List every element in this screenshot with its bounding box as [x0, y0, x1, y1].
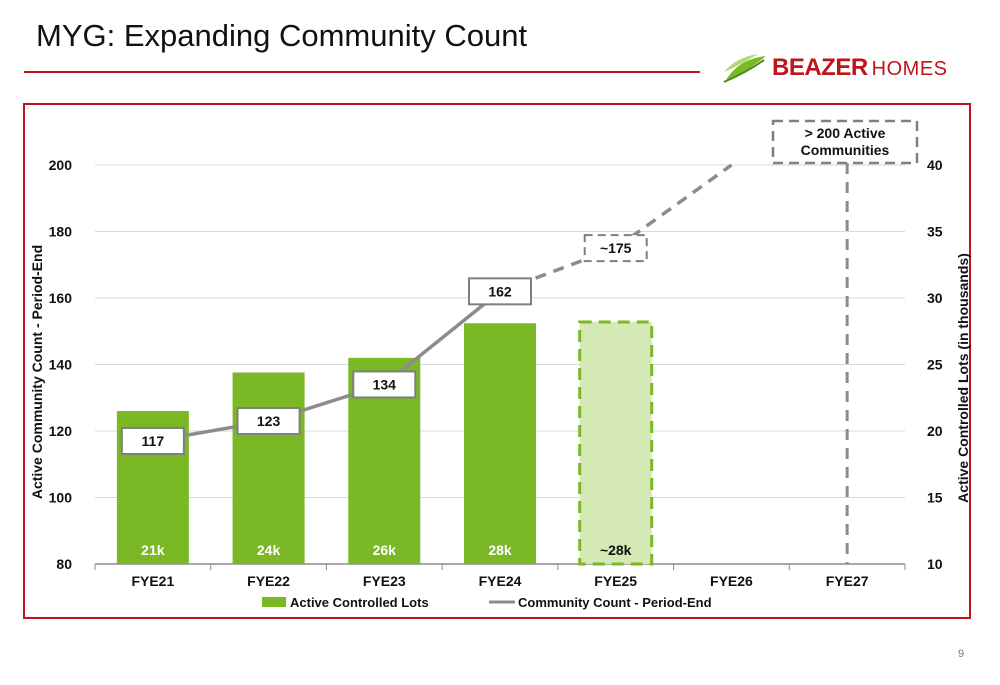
logo-suffix-text: HOMES	[871, 58, 948, 80]
y-left-tick-label: 180	[49, 224, 73, 240]
line-label-box	[120, 426, 185, 455]
y-right-tick-label: 35	[927, 224, 943, 240]
chart-frame	[23, 103, 971, 619]
x-axis-tick-label: FYE24	[479, 573, 522, 589]
leaf-icon	[723, 54, 766, 83]
y-left-tick-label: 100	[49, 490, 73, 506]
line-label-box	[236, 407, 301, 436]
bar-data-label: ~28k	[600, 542, 632, 558]
legend-swatch-bars	[262, 597, 286, 607]
page-title: MYG: Expanding Community Count	[36, 18, 528, 53]
x-axis-tick-label: FYE23	[363, 573, 406, 589]
y-right-tick-label: 15	[927, 490, 943, 506]
line-data-label: 123	[257, 413, 281, 429]
y-left-axis-title: Active Community Count - Period-End	[29, 245, 45, 499]
bar-data-label: 24k	[257, 542, 281, 558]
page-number: 9	[958, 648, 965, 660]
y-right-tick-label: 25	[927, 357, 943, 373]
y-left-tick-label: 200	[49, 157, 73, 173]
line-data-label: 117	[142, 433, 165, 449]
annotation-text-line2: Communities	[801, 142, 890, 158]
line-segment-projected	[614, 163, 733, 250]
y-right-tick-label: 10	[927, 556, 943, 572]
line-data-label: ~175	[600, 240, 632, 256]
line-segment	[383, 289, 502, 386]
bar	[464, 323, 536, 564]
y-right-tick-label: 30	[927, 290, 943, 306]
y-right-axis-title: Active Controlled Lots (in thousands)	[955, 253, 971, 503]
line-label-box	[352, 370, 417, 399]
y-left-tick-label: 160	[49, 290, 73, 306]
line-label-box	[468, 277, 532, 306]
line-data-label: 162	[488, 283, 512, 299]
x-axis-tick-label: FYE22	[247, 573, 290, 589]
bar-projected	[578, 320, 654, 566]
logo-brand-text: BEAZER	[772, 54, 868, 81]
x-axis-tick-label: FYE25	[594, 573, 637, 589]
bar-data-label: 28k	[488, 542, 512, 558]
title-divider	[24, 71, 700, 73]
y-left-tick-label: 140	[49, 357, 73, 373]
bar-data-label: 21k	[141, 542, 165, 558]
legend-label-bars: Active Controlled Lots	[290, 595, 429, 610]
line-label-box	[583, 234, 648, 263]
y-right-tick-label: 20	[927, 423, 943, 439]
company-logo: BEAZER HOMES	[722, 48, 982, 88]
bar	[232, 372, 305, 564]
y-left-tick-label: 80	[56, 556, 72, 572]
x-axis-tick-label: FYE21	[131, 573, 174, 589]
y-left-tick-label: 120	[49, 423, 73, 439]
line-data-label: 134	[373, 376, 397, 392]
annotation-box	[771, 119, 919, 165]
y-right-tick-label: 40	[927, 157, 943, 173]
x-axis-tick-label: FYE26	[710, 573, 753, 589]
legend-label-line: Community Count - Period-End	[518, 595, 712, 610]
x-axis-tick-label: FYE27	[826, 573, 869, 589]
annotation-text-line1: > 200 Active	[805, 125, 886, 141]
bar-data-label: 26k	[373, 542, 397, 558]
